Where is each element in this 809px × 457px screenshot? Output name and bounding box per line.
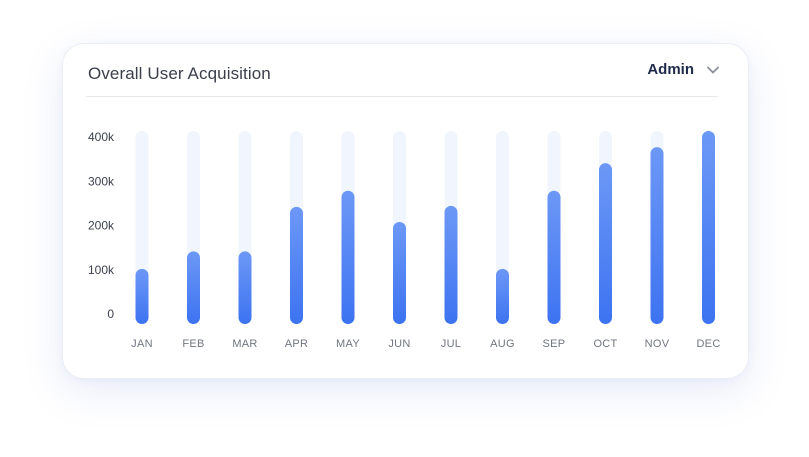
chevron-down-icon	[707, 66, 719, 73]
bar-tracks	[135, 131, 715, 324]
y-tick-label: 0	[107, 307, 114, 321]
bar-feb[interactable]	[187, 251, 200, 324]
y-tick-label: 100k	[88, 263, 115, 277]
bar-may[interactable]	[341, 190, 355, 324]
x-tick-label: APR	[285, 338, 309, 350]
bar-oct[interactable]	[599, 163, 612, 324]
y-tick-label: 300k	[88, 174, 115, 188]
acquisition-card: Overall User Acquisition Admin 0 100k 200k…	[62, 43, 749, 379]
y-tick-label: 400k	[88, 130, 115, 144]
bar-apr[interactable]	[290, 206, 303, 324]
bars	[135, 131, 715, 324]
card-title: Overall User Acquisition	[88, 64, 271, 83]
x-tick-label: SEP	[543, 338, 566, 350]
bar-dec[interactable]	[702, 131, 715, 324]
x-tick-label: JUN	[388, 338, 410, 350]
x-tick-label: JAN	[131, 338, 153, 350]
x-tick-label: MAY	[336, 338, 360, 350]
y-tick-label: 200k	[88, 219, 115, 233]
bar-nov[interactable]	[650, 147, 664, 324]
bar-aug[interactable]	[496, 268, 509, 324]
x-tick-label: DEC	[696, 338, 720, 350]
x-tick-label: JUL	[441, 338, 461, 350]
bar-sep[interactable]	[547, 190, 561, 324]
role-filter-label: Admin	[647, 61, 694, 78]
x-axis: JAN FEB MAR APR MAY JUN JUL AUG SEP OCT NOV DEC	[131, 338, 720, 350]
bar-jun[interactable]	[393, 221, 406, 324]
bar-mar[interactable]	[238, 251, 252, 324]
x-tick-label: NOV	[645, 338, 670, 350]
x-tick-label: AUG	[490, 338, 515, 350]
x-tick-label: FEB	[182, 338, 204, 350]
role-filter-dropdown[interactable]: Admin	[647, 61, 720, 78]
header-divider	[86, 96, 718, 97]
bar-jan[interactable]	[135, 268, 149, 324]
x-tick-label: MAR	[232, 338, 257, 350]
y-axis: 0 100k 200k 300k 400k	[88, 130, 115, 321]
x-tick-label: OCT	[593, 338, 617, 350]
user-acquisition-bar-chart: 0 100k 200k 300k 400k JAN FEB MAR APR MAY JUN JUL A…	[88, 130, 720, 350]
bar-jul[interactable]	[444, 205, 458, 324]
